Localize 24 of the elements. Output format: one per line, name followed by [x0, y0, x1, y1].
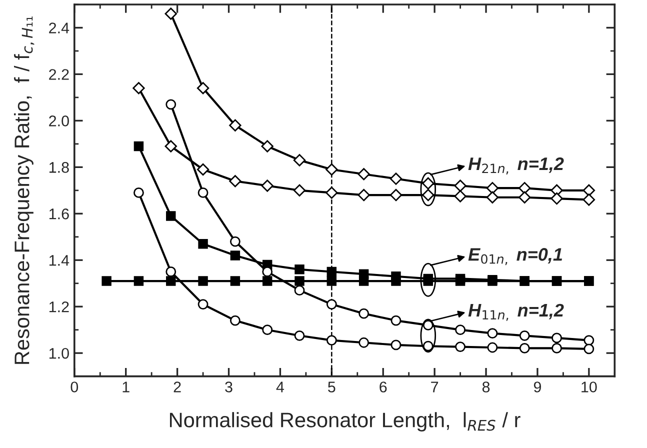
- x-tick-label: 6: [380, 382, 387, 392]
- y-tick-label: 2.2: [49, 69, 69, 80]
- x-tick-label: 10: [582, 382, 597, 392]
- annotation: E$_{01n,}$ n=0,1: [468, 248, 562, 266]
- y-tick-label: 2.0: [49, 116, 69, 126]
- x-tick-label: 8: [482, 382, 490, 392]
- y-axis-title: Resonance-Frequency Ratio, f / f$_{c,H₁₁}$: [14, 16, 34, 364]
- x-tick-label: 7: [431, 382, 438, 392]
- y-tick-label: 2.4: [49, 22, 70, 34]
- annotation: H$_{21n,}$ n=1,2: [468, 157, 564, 174]
- x-tick-label: 9: [534, 382, 541, 392]
- y-tick-label: 1.4: [49, 255, 70, 266]
- x-tick-label: 4: [276, 382, 284, 392]
- y-tick-label: 1.6: [49, 208, 69, 220]
- y-tick-label: 1.2: [49, 301, 69, 312]
- y-tick-label: 1.0: [49, 348, 69, 359]
- x-axis-title: Normalised Resonator Length, l$_{RES}$ / r: [170, 412, 520, 432]
- x-tick-label: 5: [328, 382, 336, 392]
- annotation: H$_{11n,}$ n=1,2: [468, 304, 564, 321]
- x-tick-label: 1: [122, 382, 130, 392]
- x-tick-label: 3: [225, 382, 232, 392]
- x-tick-label: 0: [70, 382, 78, 392]
- y-tick-label: 1.8: [49, 162, 69, 173]
- x-tick-label: 2: [174, 382, 181, 392]
